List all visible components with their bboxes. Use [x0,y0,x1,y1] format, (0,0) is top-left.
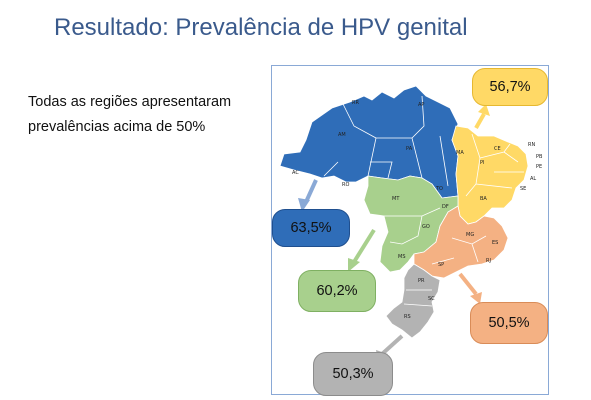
arrow-north-head [298,198,310,212]
arrow-southeast-head [470,292,482,304]
state-label-rn: RN [528,142,535,148]
state-label-pe: PE [536,164,542,170]
brazil-map-svg: RR AP AM PA AC RO TO MA CE RN PB PE PI A… [279,85,543,362]
arrow-south [380,334,404,356]
state-label-ms: MS [398,254,406,260]
state-label-rr: RR [352,100,359,106]
state-label-go: GO [422,224,430,230]
state-label-mt: MT [392,196,400,202]
southeast-prevalence-bubble: 50,5% [470,302,548,344]
state-label-rs: RS [404,314,411,320]
state-label-pa: PA [406,146,413,152]
arrow-north [304,179,318,203]
south-prevalence-bubble: 50,3% [313,352,393,396]
state-label-al: AL [530,176,536,182]
state-label-pr: PR [418,278,425,284]
arrow-center-west-head [348,258,360,272]
state-label-es: ES [492,240,498,246]
state-label-sc: SC [428,296,435,302]
southeast-state-borders [431,235,487,265]
arrow-southeast [458,272,478,296]
arrow-northeast [474,113,486,129]
arrow-center-west [352,228,376,264]
state-label-ba: BA [480,196,487,202]
slide-body-text: Todas as regiões apresentaram prevalênci… [28,94,232,135]
south-state-borders [403,289,433,307]
state-label-rj: RJ [486,258,491,264]
center-west-prevalence-bubble: 60,2% [298,270,376,312]
state-label-pi: PI [480,160,485,166]
state-label-ac: AC [292,170,299,176]
state-label-df: DF [442,204,449,210]
northeast-state-borders [465,133,524,197]
slide-title: Resultado: Prevalência de HPV genital [54,14,468,41]
state-label-to: TO [435,186,443,192]
state-label-ro: RO [342,182,349,188]
region-southeast [413,205,509,279]
state-label-sp: SP [438,262,444,268]
state-label-se: SE [520,186,526,192]
state-label-mg: MG [466,232,474,238]
state-label-pb: PB [536,154,543,160]
state-label-am: AM [338,132,346,138]
brazil-map: RR AP AM PA AC RO TO MA CE RN PB PE PI A… [271,65,549,395]
north-state-borders [323,95,449,187]
north-prevalence-bubble: 63,5% [272,209,350,247]
arrow-northeast-head [478,104,490,116]
northeast-prevalence-bubble: 56,7% [472,68,548,106]
state-label-ap: AP [418,102,424,108]
center-west-state-borders [384,207,441,245]
state-label-ma: MA [456,150,464,156]
region-northeast [451,125,529,225]
region-south [385,263,441,339]
state-label-ce: CE [494,146,501,152]
